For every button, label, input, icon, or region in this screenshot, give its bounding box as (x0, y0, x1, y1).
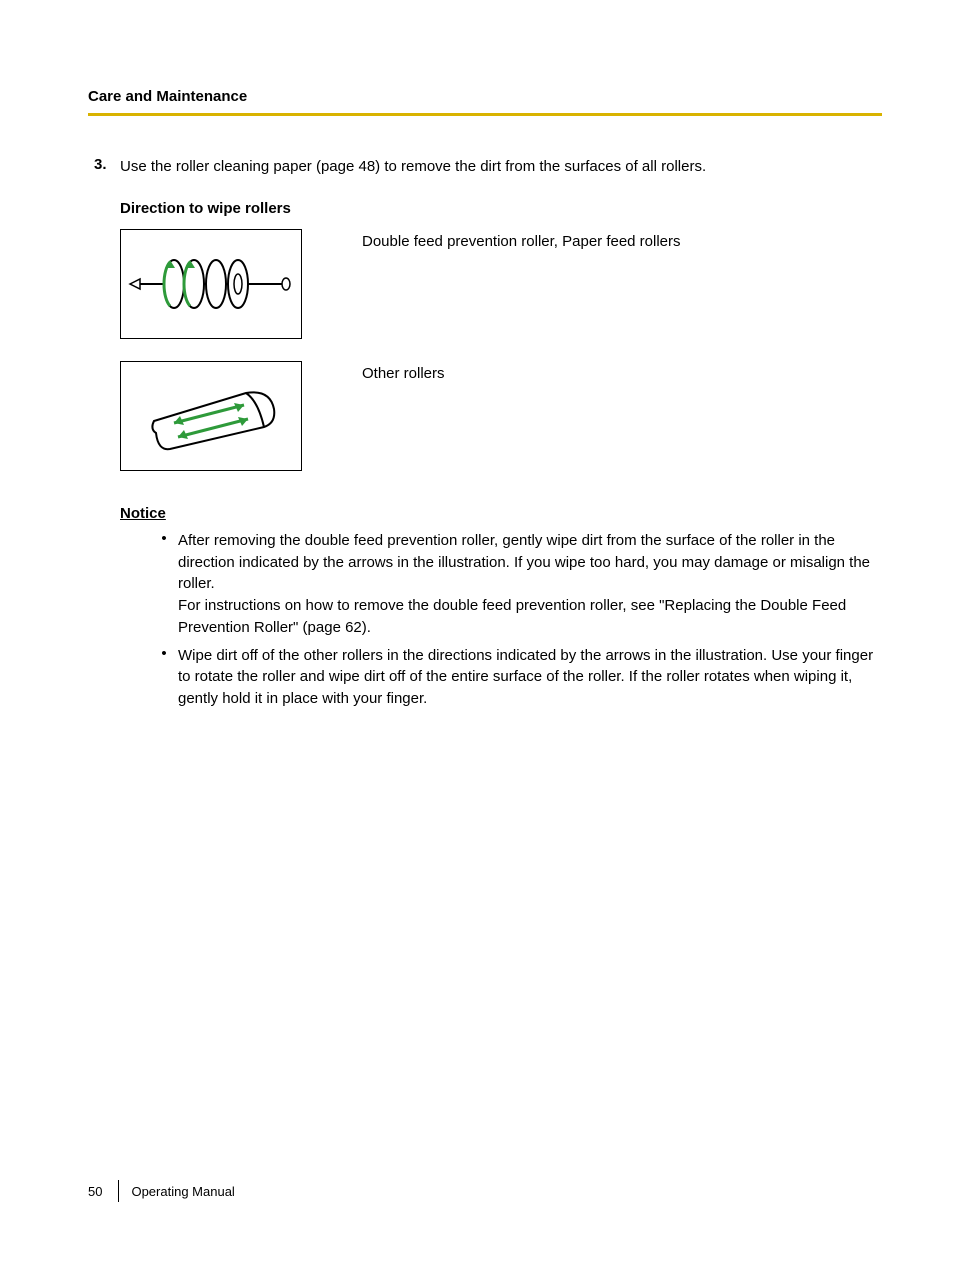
sub-heading: Direction to wipe rollers (120, 200, 882, 217)
step-3: 3. Use the roller cleaning paper (page 4… (94, 156, 882, 178)
notice-heading: Notice (120, 505, 882, 522)
bullet-icon: • (150, 530, 178, 639)
notice-list: • After removing the double feed prevent… (150, 530, 882, 710)
notice-item-2-paragraph-1: Wipe dirt off of the other rollers in th… (178, 645, 878, 710)
notice-item-1-paragraph-2: For instructions on how to remove the do… (178, 595, 878, 639)
double-feed-roller-diagram (120, 229, 302, 339)
header-rule (88, 113, 882, 116)
notice-item-2-text: Wipe dirt off of the other rollers in th… (178, 645, 878, 710)
illustration-row-2: Other rollers (120, 361, 882, 471)
footer-divider (118, 1180, 119, 1202)
notice-item-2: • Wipe dirt off of the other rollers in … (150, 645, 878, 710)
illustration-1-caption: Double feed prevention roller, Paper fee… (362, 229, 681, 253)
page-footer: 50 Operating Manual (88, 1180, 235, 1202)
document-page: Care and Maintenance 3. Use the roller c… (0, 0, 954, 1272)
notice-item-1: • After removing the double feed prevent… (150, 530, 878, 639)
notice-item-1-text: After removing the double feed preventio… (178, 530, 878, 639)
illustration-row-1: Double feed prevention roller, Paper fee… (120, 229, 882, 339)
other-rollers-diagram (120, 361, 302, 471)
page-number: 50 (88, 1184, 102, 1199)
section-title: Care and Maintenance (88, 88, 882, 105)
notice-item-1-paragraph-1: After removing the double feed preventio… (178, 530, 878, 595)
step-text: Use the roller cleaning paper (page 48) … (120, 156, 706, 178)
step-number: 3. (94, 156, 120, 178)
bullet-icon: • (150, 645, 178, 710)
footer-label: Operating Manual (131, 1184, 234, 1199)
illustration-2-caption: Other rollers (362, 361, 445, 385)
